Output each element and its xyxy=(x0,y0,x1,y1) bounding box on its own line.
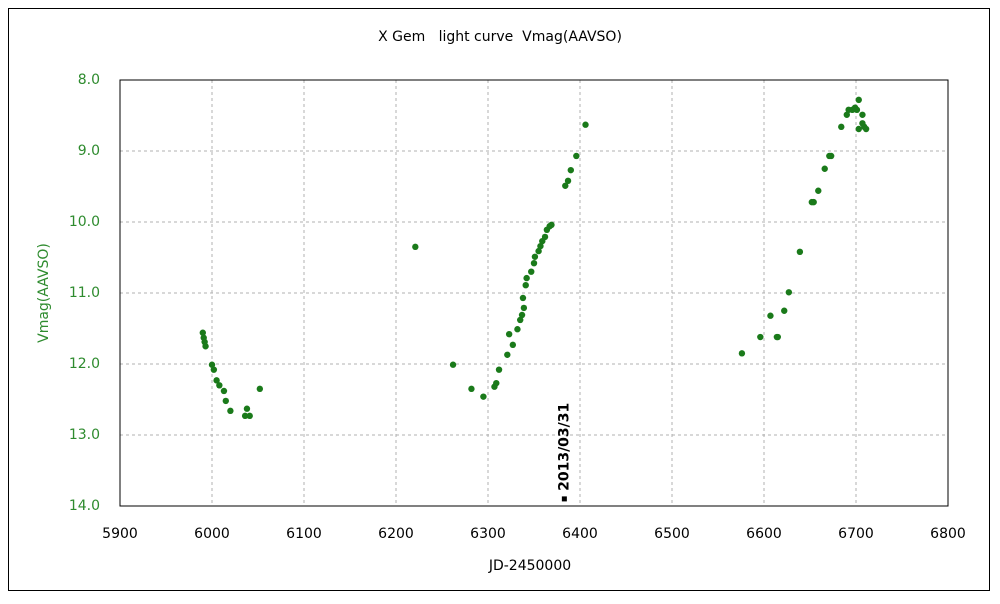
data-point xyxy=(523,274,530,282)
data-point xyxy=(767,312,774,319)
y-tick-label: 14.0 xyxy=(69,498,100,514)
data-point xyxy=(241,412,249,420)
data-point xyxy=(855,96,862,104)
chart-title: X Gem light curve Vmag(AAVSO) xyxy=(378,29,622,45)
data-point xyxy=(567,166,574,174)
data-point xyxy=(738,350,746,357)
data-point xyxy=(573,152,580,160)
x-tick-label: 6000 xyxy=(194,526,230,542)
data-point xyxy=(582,121,589,128)
data-point xyxy=(810,198,817,206)
data-point xyxy=(774,333,781,341)
x-tick-label: 6100 xyxy=(286,526,322,542)
data-point xyxy=(412,243,419,251)
x-tick-label: 6300 xyxy=(470,526,506,542)
y-tick-label: 10.0 xyxy=(69,214,100,230)
data-point xyxy=(199,329,206,336)
plot-border xyxy=(119,79,949,507)
data-point xyxy=(562,182,569,189)
data-point xyxy=(480,393,487,400)
data-point xyxy=(213,377,220,384)
data-point xyxy=(509,341,517,349)
data-point xyxy=(504,351,511,358)
data-point xyxy=(243,405,251,412)
x-tick-label: 6200 xyxy=(378,526,414,542)
data-point xyxy=(220,387,228,395)
data-point xyxy=(827,152,835,160)
data-point xyxy=(449,361,457,368)
frame xyxy=(8,8,990,591)
data-point xyxy=(815,187,822,194)
data-point xyxy=(859,120,866,127)
x-tick-label: 6600 xyxy=(746,526,782,542)
data-point xyxy=(821,165,828,172)
data-point xyxy=(227,407,234,415)
data-point xyxy=(222,397,229,405)
data-point xyxy=(757,333,764,341)
x-tick-label: 6800 xyxy=(930,526,966,542)
y-tick-label: 9.0 xyxy=(78,143,100,159)
y-axis-label: Vmag(AAVSO) xyxy=(36,243,52,343)
data-point xyxy=(246,412,253,420)
annotation-text: 2013/03/31 xyxy=(556,403,572,491)
y-tick-label: 12.0 xyxy=(69,356,100,372)
data-point xyxy=(853,106,861,114)
data-point xyxy=(210,366,218,373)
y-tick-label: 13.0 xyxy=(69,427,100,443)
annotation-marker xyxy=(561,496,567,502)
data-point xyxy=(216,382,223,389)
data-point xyxy=(522,281,529,289)
data-point xyxy=(519,294,527,302)
data-point xyxy=(785,289,793,296)
x-tick-label: 5900 xyxy=(102,526,138,542)
data-point xyxy=(518,311,526,319)
data-point xyxy=(505,330,513,338)
data-point xyxy=(564,177,572,185)
data-point xyxy=(862,125,870,133)
data-point xyxy=(528,268,535,275)
x-tick-label: 6700 xyxy=(838,526,874,542)
data-point xyxy=(859,111,866,118)
data-point xyxy=(855,125,862,133)
data-point xyxy=(537,242,544,250)
data-point xyxy=(495,366,503,373)
x-tick-label: 6500 xyxy=(654,526,690,542)
data-point xyxy=(843,111,850,118)
data-point xyxy=(535,247,542,255)
data-point xyxy=(256,385,264,393)
data-point xyxy=(517,316,524,324)
data-point xyxy=(530,259,538,267)
data-point xyxy=(531,253,539,260)
data-point xyxy=(468,385,475,393)
data-point xyxy=(796,248,804,256)
data-point xyxy=(208,361,216,368)
x-axis-label: JD-2450000 xyxy=(488,558,571,574)
data-point xyxy=(493,379,500,387)
data-point xyxy=(548,221,555,229)
y-tick-label: 11.0 xyxy=(69,285,100,301)
x-tick-label: 6400 xyxy=(562,526,598,542)
data-point xyxy=(541,233,549,241)
data-point xyxy=(781,307,788,314)
data-point xyxy=(514,326,521,333)
y-tick-label: 8.0 xyxy=(78,72,100,88)
data-point xyxy=(838,123,845,131)
data-point xyxy=(202,343,209,350)
data-point xyxy=(520,304,528,312)
